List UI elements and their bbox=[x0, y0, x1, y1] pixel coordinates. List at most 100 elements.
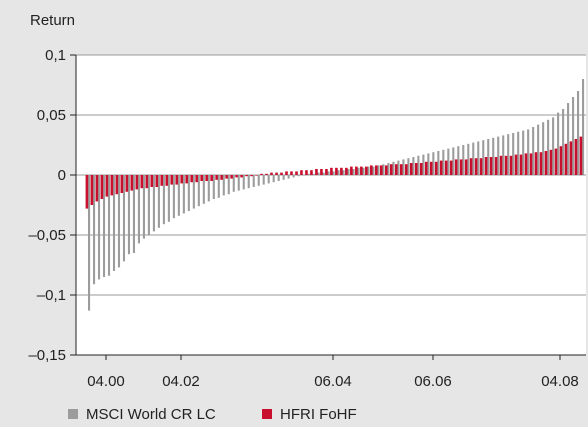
bar-hfri bbox=[150, 175, 154, 187]
bar-hfri bbox=[549, 149, 553, 175]
bar-msci bbox=[332, 171, 335, 175]
bar-hfri bbox=[115, 175, 119, 195]
bar-msci bbox=[567, 103, 570, 175]
y-tick-label: 0,05 bbox=[37, 107, 66, 124]
bar-msci bbox=[472, 142, 475, 175]
bar-hfri bbox=[290, 171, 293, 175]
bar-msci bbox=[327, 171, 330, 175]
bar-hfri bbox=[370, 165, 373, 175]
bar-msci bbox=[417, 155, 420, 175]
bar-msci bbox=[547, 119, 550, 175]
bar-msci bbox=[272, 175, 275, 183]
bar-msci bbox=[162, 175, 165, 225]
bar-msci bbox=[362, 167, 365, 175]
bar-msci bbox=[232, 175, 235, 192]
x-tick-label: 06.04 bbox=[314, 373, 352, 390]
bar-hfri bbox=[384, 165, 388, 175]
bar-hfri bbox=[255, 175, 258, 176]
bar-msci bbox=[552, 117, 555, 175]
bar-msci bbox=[452, 147, 455, 175]
bar-hfri bbox=[514, 154, 518, 175]
bar-hfri bbox=[444, 160, 448, 175]
legend-swatch-hfri bbox=[262, 409, 272, 419]
bar-hfri bbox=[330, 167, 333, 175]
bar-msci bbox=[492, 137, 495, 175]
bar-hfri bbox=[160, 175, 164, 186]
bar-hfri bbox=[140, 175, 144, 189]
bar-hfri bbox=[300, 170, 303, 175]
bar-hfri bbox=[345, 167, 348, 175]
bar-hfri bbox=[494, 157, 498, 175]
bar-msci bbox=[187, 175, 190, 211]
bar-msci bbox=[92, 175, 96, 285]
bar-msci bbox=[122, 175, 126, 262]
bar-msci bbox=[307, 173, 310, 175]
bar-hfri bbox=[235, 175, 238, 178]
bar-msci bbox=[317, 172, 320, 175]
bar-hfri bbox=[569, 141, 573, 175]
x-tick-label: 04.08 bbox=[541, 373, 579, 390]
bar-msci bbox=[157, 175, 160, 228]
bar-hfri bbox=[305, 170, 308, 175]
bar-msci bbox=[167, 175, 170, 222]
bar-hfri bbox=[524, 153, 528, 175]
bar-hfri bbox=[459, 159, 463, 175]
legend-label-hfri: HFRI FoHF bbox=[280, 406, 357, 423]
x-tick-label: 04.00 bbox=[87, 373, 125, 390]
bar-hfri bbox=[325, 169, 328, 175]
bar-msci bbox=[537, 124, 540, 175]
bar-msci bbox=[357, 167, 360, 175]
bars bbox=[85, 79, 585, 311]
bar-hfri bbox=[579, 136, 583, 175]
bar-hfri bbox=[90, 175, 94, 205]
bar-msci bbox=[502, 135, 505, 175]
bar-hfri bbox=[270, 172, 273, 175]
bar-msci bbox=[447, 148, 450, 175]
bar-msci bbox=[137, 175, 140, 244]
x-tick-labels: 04.00 04.02 06.04 06.06 04.08 bbox=[87, 373, 579, 390]
bar-hfri bbox=[230, 175, 233, 179]
bar-msci bbox=[462, 145, 465, 175]
legend-label-msci: MSCI World CR LC bbox=[86, 406, 216, 423]
bar-hfri bbox=[350, 166, 353, 175]
bar-hfri bbox=[220, 175, 223, 180]
bar-msci bbox=[277, 175, 280, 181]
bar-msci bbox=[222, 175, 225, 196]
bar-msci bbox=[252, 175, 255, 187]
bar-msci bbox=[182, 175, 185, 214]
y-tick-label: 0 bbox=[58, 167, 66, 184]
bar-msci bbox=[542, 122, 545, 175]
bar-hfri bbox=[375, 165, 378, 175]
bar-hfri bbox=[499, 155, 503, 175]
bar-hfri bbox=[100, 175, 104, 199]
bar-hfri bbox=[399, 164, 403, 175]
bar-msci bbox=[422, 154, 425, 175]
bar-hfri bbox=[205, 175, 208, 181]
bar-msci bbox=[442, 149, 445, 175]
bar-hfri bbox=[474, 158, 478, 175]
bar-msci bbox=[227, 175, 230, 195]
bar-msci bbox=[237, 175, 240, 191]
bar-msci bbox=[262, 175, 265, 185]
bar-msci bbox=[397, 160, 400, 175]
bar-msci bbox=[88, 175, 91, 311]
bar-msci bbox=[207, 175, 210, 202]
bar-msci bbox=[487, 139, 490, 175]
bar-hfri bbox=[529, 153, 533, 175]
bar-msci bbox=[412, 157, 415, 175]
bar-msci bbox=[132, 175, 136, 253]
bar-hfri bbox=[155, 175, 159, 187]
bar-hfri bbox=[574, 139, 578, 175]
y-tick-label: –0,15 bbox=[28, 347, 66, 364]
bar-hfri bbox=[245, 175, 248, 177]
bar-hfri bbox=[145, 175, 149, 189]
bar-msci bbox=[287, 175, 290, 179]
bar-msci bbox=[557, 112, 560, 175]
bar-hfri bbox=[484, 157, 488, 175]
bar-msci bbox=[372, 166, 375, 175]
bar-hfri bbox=[360, 166, 363, 175]
bar-msci bbox=[577, 91, 580, 175]
bar-hfri bbox=[380, 165, 383, 175]
y-axis-title: Return bbox=[30, 12, 75, 29]
